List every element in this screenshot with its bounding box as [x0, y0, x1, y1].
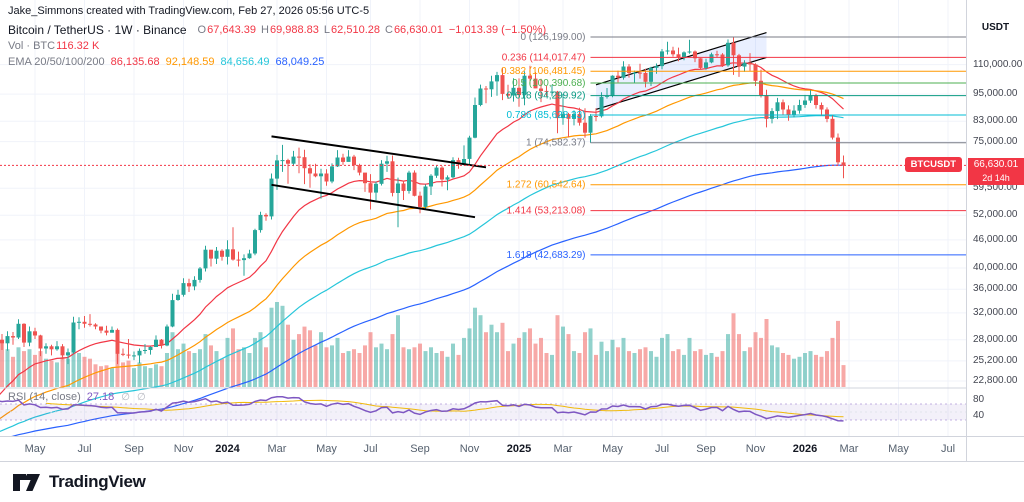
- rsi-hidden-value-icon: ∅: [137, 391, 146, 403]
- fib-level-label: 1.414 (53,213.08): [507, 206, 586, 217]
- time-axis-tick: May: [316, 443, 337, 455]
- price-axis-tick: 75,000.00: [973, 135, 1018, 147]
- fib-retracement-layer: 0 (126,199.00) 0.236 (114,017.47) 0.382 (1…: [501, 32, 966, 261]
- symbol-title[interactable]: Bitcoin / TetherUS · 1W · Binance: [8, 23, 187, 37]
- rsi-hidden-value-icon: ∅: [121, 391, 130, 403]
- time-axis-tick: Mar: [839, 443, 859, 455]
- price-axis-tick: 46,000.00: [973, 233, 1018, 245]
- rsi-axis-tick: 40: [973, 410, 985, 421]
- time-axis-tick: Nov: [459, 443, 480, 455]
- tradingview-logo-text[interactable]: TradingView: [49, 472, 146, 491]
- volume-value: 116.32 K: [56, 40, 100, 52]
- time-axis-tick: Mar: [267, 443, 287, 455]
- ema-value: 68,049.25: [275, 56, 325, 68]
- price-axis-tick: 110,000.00: [973, 58, 1023, 70]
- trendline-layer: [271, 135, 487, 219]
- rsi-axis-tick: 80: [973, 394, 985, 405]
- fib-level-label: 1.272 (60,542.64): [507, 180, 586, 191]
- time-axis-tick: May: [888, 443, 909, 455]
- fib-level-label: 0.5 (100,390.68): [512, 78, 585, 89]
- rsi-label: RSI (14, close): [8, 391, 81, 403]
- price-axis-tick: 36,000.00: [973, 283, 1018, 295]
- ohlc-open-value: 67,643.39: [207, 24, 257, 36]
- time-axis-tick: Jul: [363, 443, 378, 455]
- time-axis-tick: 2024: [215, 443, 240, 455]
- ohlc-low-value: 62,510.28: [331, 24, 380, 36]
- ema-label: EMA 20/50/100/200: [8, 56, 105, 68]
- fib-level-label: 1 (74,582.37): [526, 138, 586, 149]
- volume-legend[interactable]: Vol · BTC 116.32 K: [8, 38, 546, 54]
- volume-layer: [0, 302, 846, 387]
- fib-level-label: 0.618 (94,299.92): [507, 91, 586, 102]
- time-axis-tick: Nov: [173, 443, 194, 455]
- chart-legend-overlay: Jake_Simmons created with TradingView.co…: [8, 5, 546, 70]
- ohlc-high-label: H: [261, 24, 269, 36]
- watermark: Jake_Simmons created with TradingView.co…: [8, 5, 370, 17]
- ohlc-low-label: L: [323, 24, 331, 36]
- time-axis-tick: Sep: [410, 443, 430, 455]
- price-axis-tick: 52,000.00: [973, 209, 1018, 221]
- fib-level-label: 0.786 (85,628.33): [507, 110, 586, 121]
- price-axis-currency: USDT: [981, 22, 1010, 33]
- fib-level-label: 0.236 (114,017.47): [502, 52, 586, 63]
- time-axis-tick: May: [24, 443, 46, 455]
- rsi-pane: [0, 396, 966, 422]
- price-axis-tick: 83,000.00: [973, 115, 1018, 127]
- rsi-line: [0, 396, 844, 422]
- rsi-legend[interactable]: RSI (14, close) 27.18 ∅ ∅: [8, 391, 146, 403]
- change-value: −1,013.39 (−1.50%): [448, 24, 547, 36]
- time-axis-tick: Sep: [124, 443, 144, 455]
- price-axis-tick: 25,200.00: [973, 354, 1018, 366]
- time-axis-tick: May: [602, 443, 623, 455]
- fib-level-label: 1.618 (42,683.29): [507, 250, 586, 261]
- ema-value: 84,656.49: [220, 56, 270, 68]
- chart-canvas[interactable]: 0 (126,199.00) 0.236 (114,017.47) 0.382 (1…: [0, 0, 966, 436]
- time-axis-tick: Jul: [77, 443, 92, 455]
- time-axis-tick: Jul: [940, 443, 956, 455]
- time-axis-tick: 2025: [506, 443, 532, 455]
- price-axis[interactable]: USDT 66,630.01 2d 14h 110,000.00 95,000.0…: [966, 0, 1024, 462]
- time-axis-tick: Mar: [553, 443, 573, 455]
- symbol-legend[interactable]: Bitcoin / TetherUS · 1W · Binance O 67,6…: [8, 22, 546, 38]
- ema-value: 86,135.68: [110, 56, 160, 68]
- bar-countdown-badge: 2d 14h: [968, 172, 1024, 186]
- current-price-badge: 66,630.01: [968, 158, 1024, 173]
- ema-values: 86,135.68 92,148.59 84,656.49 68,049.25: [105, 54, 325, 70]
- time-axis[interactable]: May Jul Sep Nov 2024 Mar May Jul Sep Nov 2025 Mar Ma…: [0, 436, 1024, 462]
- time-axis-tick: Sep: [696, 443, 716, 455]
- price-axis-tick: 40,000.00: [973, 261, 1018, 273]
- candles-layer: [0, 37, 846, 365]
- price-axis-tick: 95,000.00: [973, 88, 1018, 100]
- ohlc-close-label: C: [384, 24, 393, 36]
- time-axis-tick: Nov: [745, 443, 766, 455]
- price-axis-tick: 59,500.00: [973, 182, 1018, 194]
- fib-level-label: 0.382 (106,481.45): [501, 66, 586, 77]
- price-axis-tick: 22,800.00: [973, 375, 1018, 386]
- tradingview-logo-icon[interactable]: [12, 472, 42, 492]
- volume-label: Vol · BTC: [8, 40, 56, 52]
- time-axis-tick: Jul: [654, 443, 670, 455]
- ema-value: 92,148.59: [165, 56, 215, 68]
- price-axis-tick: 28,000.00: [973, 333, 1018, 345]
- price-line-symbol-pill: BTCUSDT: [904, 157, 962, 173]
- logo-strip: TradingView: [0, 462, 1024, 502]
- price-axis-tick: 32,000.00: [973, 306, 1018, 318]
- fib-level-label: 0 (126,199.00): [520, 32, 585, 43]
- ema-legend[interactable]: EMA 20/50/100/200 86,135.68 92,148.59 84,6…: [8, 54, 546, 70]
- ohlc-close-value: 66,630.01: [393, 24, 443, 36]
- time-axis-tick: 2026: [792, 443, 818, 455]
- rsi-value: 27.18: [86, 391, 115, 403]
- ohlc-open-label: O: [197, 24, 207, 36]
- ohlc-high-value: 69,988.83: [269, 24, 319, 36]
